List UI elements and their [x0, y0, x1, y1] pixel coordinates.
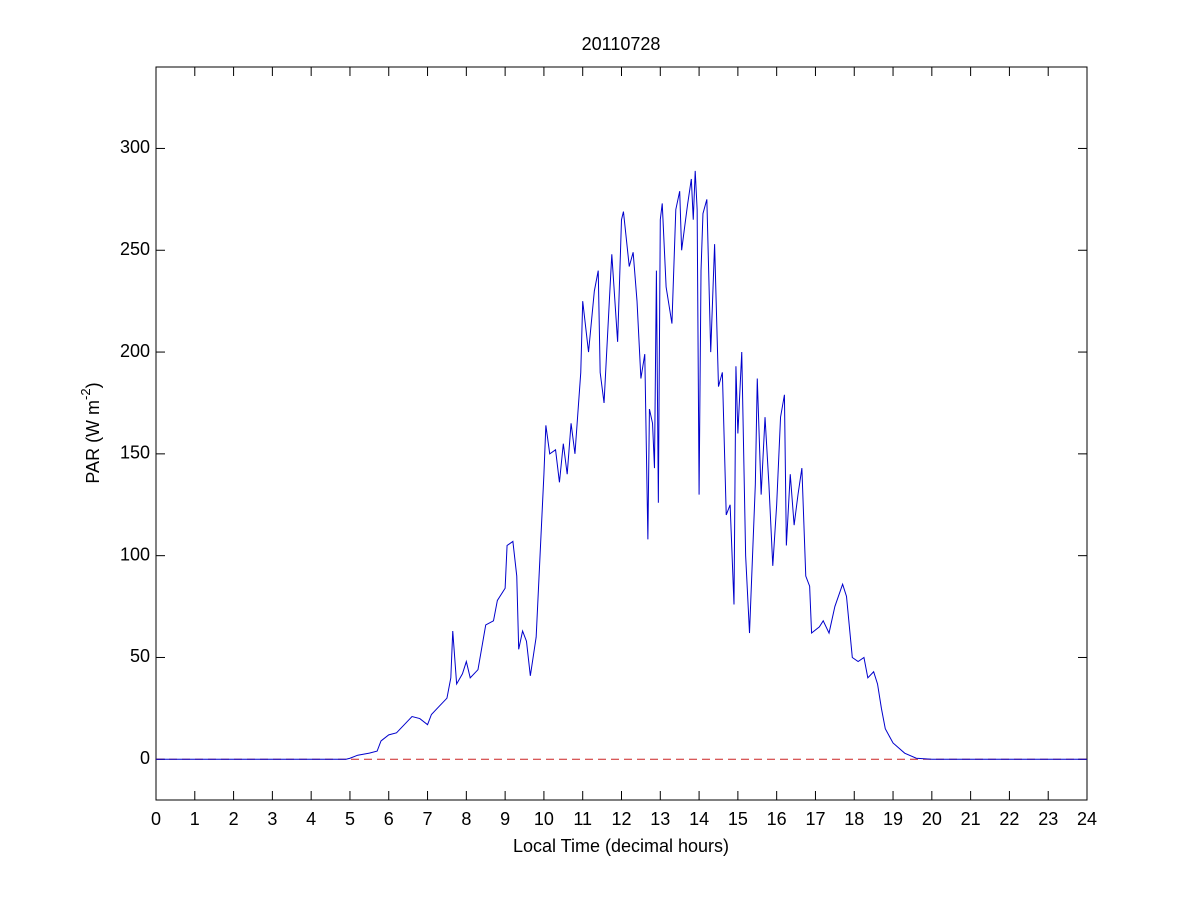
x-tick-label: 24	[1077, 809, 1097, 829]
x-tick-label: 6	[384, 809, 394, 829]
chart-title: 20110728	[582, 34, 661, 54]
x-tick-label: 18	[844, 809, 864, 829]
y-tick-label: 250	[120, 239, 150, 259]
y-tick-label: 300	[120, 137, 150, 157]
y-tick-label: 150	[120, 443, 150, 463]
x-tick-label: 13	[650, 809, 670, 829]
x-tick-label: 2	[229, 809, 239, 829]
x-tick-label: 4	[306, 809, 316, 829]
y-tick-label: 50	[130, 646, 150, 666]
x-tick-label: 1	[190, 809, 200, 829]
x-tick-label: 17	[805, 809, 825, 829]
plot-area	[155, 66, 1088, 801]
data-line	[156, 170, 1087, 760]
y-label-sup: -2	[78, 388, 93, 400]
x-tick-label: 7	[423, 809, 433, 829]
x-tick-label: 22	[999, 809, 1019, 829]
x-tick-label: 5	[345, 809, 355, 829]
y-label-main: PAR (W m	[83, 400, 103, 484]
y-axis-label: PAR (W m-2)	[78, 382, 102, 483]
x-tick-label: 14	[689, 809, 709, 829]
x-tick-label: 0	[151, 809, 161, 829]
y-label-end: )	[83, 382, 103, 388]
x-tick-label: 20	[922, 809, 942, 829]
y-tick-label: 200	[120, 341, 150, 361]
y-tick-label: 100	[120, 544, 150, 564]
x-tick-label: 16	[767, 809, 787, 829]
x-tick-label: 23	[1038, 809, 1058, 829]
x-axis-label: Local Time (decimal hours)	[513, 836, 729, 856]
x-tick-label: 9	[500, 809, 510, 829]
x-tick-label: 19	[883, 809, 903, 829]
x-tick-label: 15	[728, 809, 748, 829]
x-tick-label: 21	[961, 809, 981, 829]
x-tick-label: 11	[573, 809, 592, 829]
x-tick-label: 10	[534, 809, 554, 829]
x-tick-label: 3	[267, 809, 277, 829]
y-tick-label: 0	[140, 748, 150, 768]
x-tick-label: 12	[611, 809, 631, 829]
x-tick-label: 8	[461, 809, 471, 829]
